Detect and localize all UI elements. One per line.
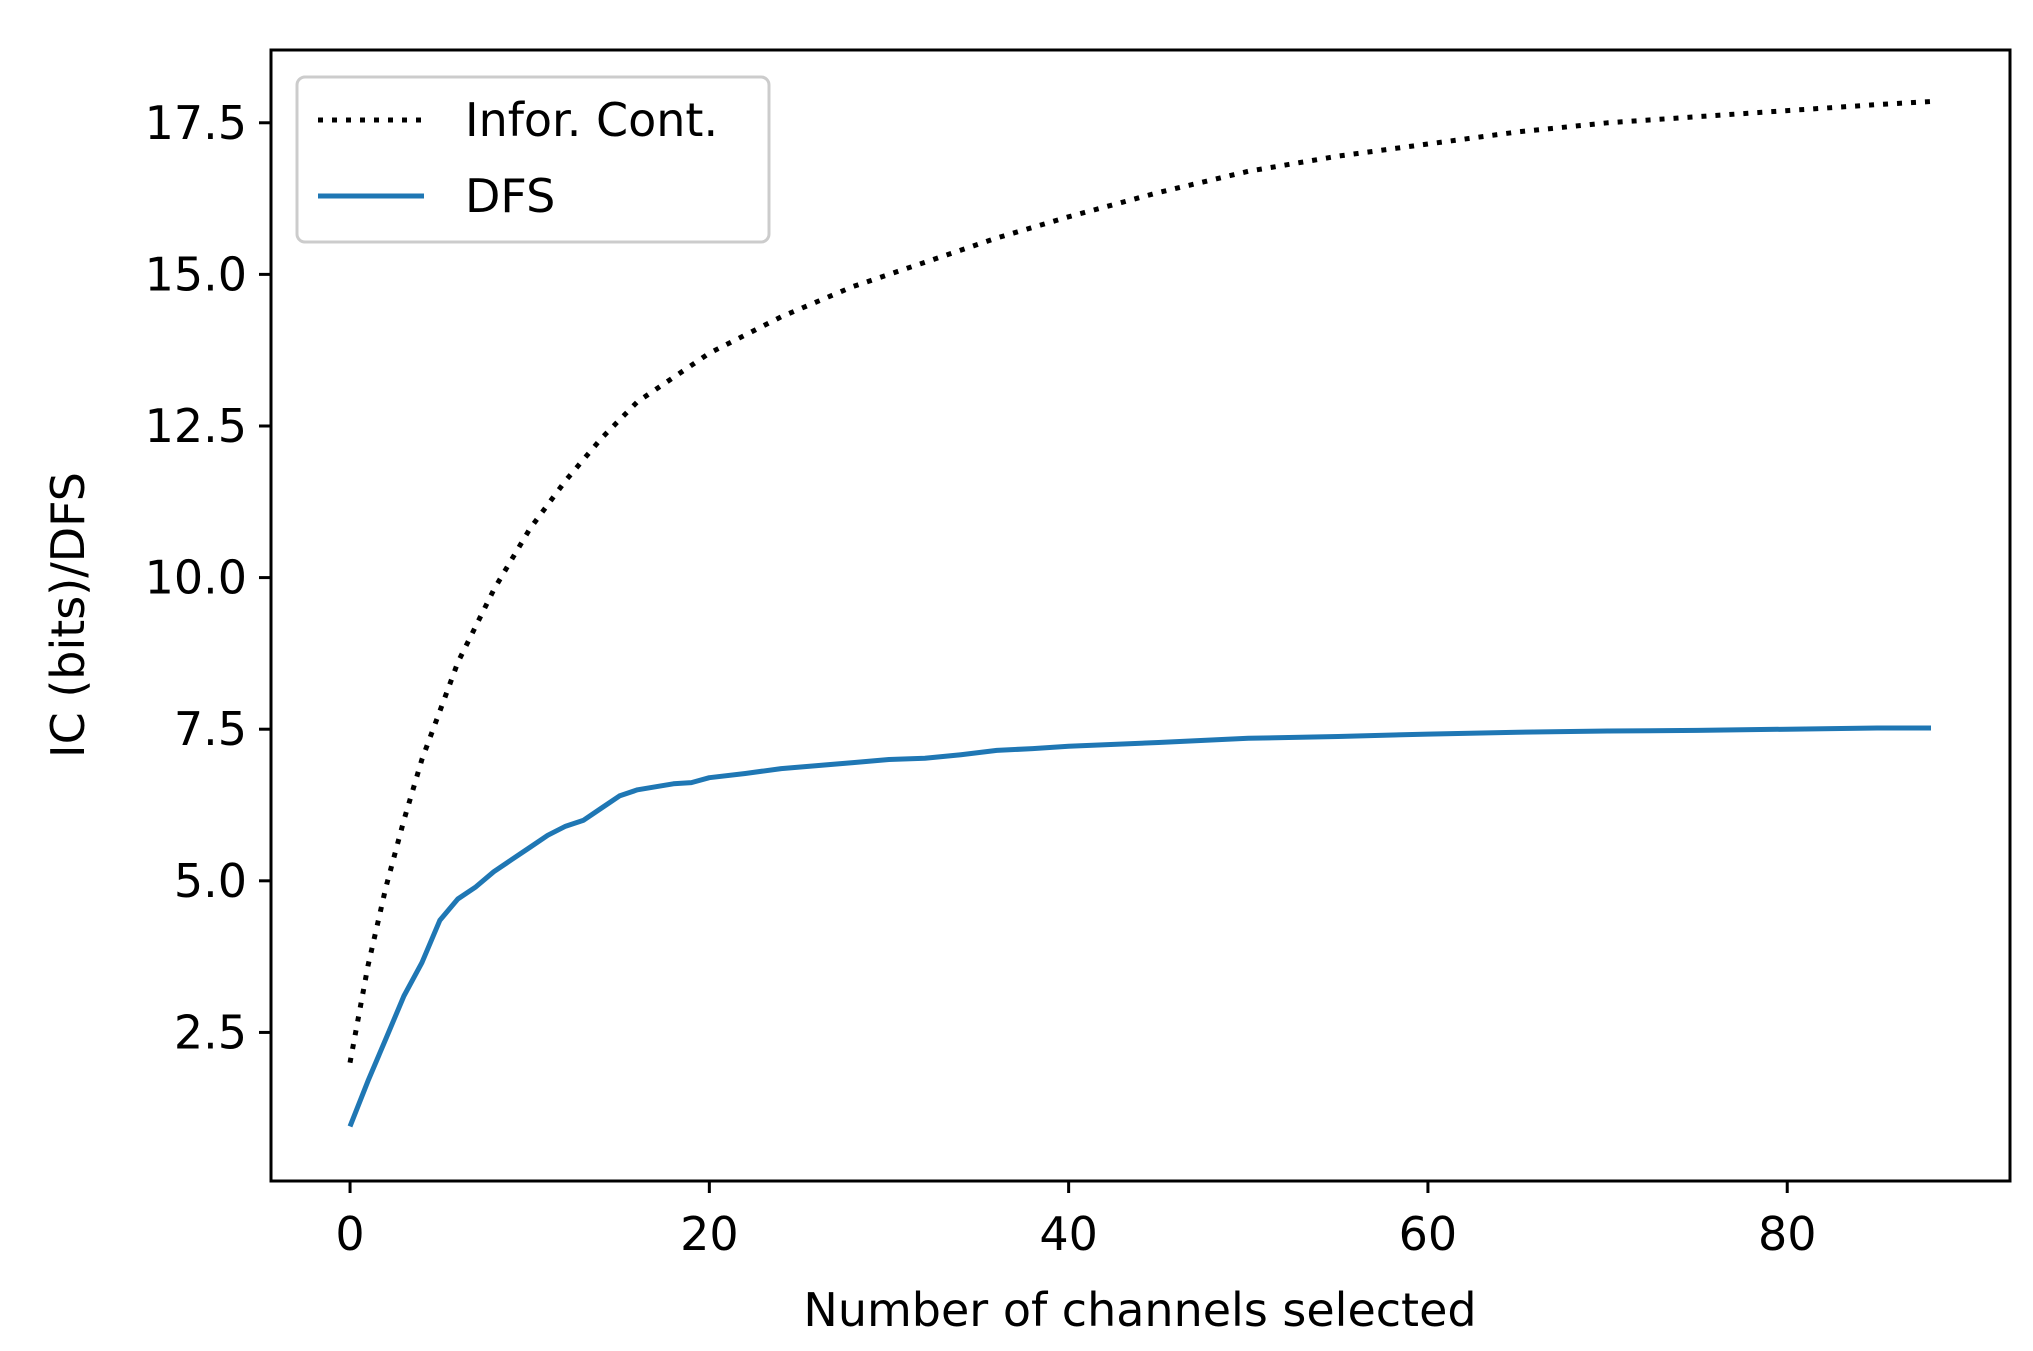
y-axis-ticks: 2.5 5.0 7.5 10.0 12.5 15.0 17.5 (145, 96, 271, 1059)
x-tick-label: 80 (1758, 1207, 1817, 1261)
y-tick-label: 2.5 (174, 1005, 247, 1059)
series-layer (347, 99, 1932, 1128)
legend-label-dfs: DFS (465, 169, 555, 223)
legend-label-infor-cont: Infor. Cont. (465, 93, 718, 147)
x-tick-label: 0 (335, 1207, 364, 1261)
legend: Infor. Cont. DFS (295, 75, 771, 244)
x-tick-label: 20 (680, 1207, 739, 1261)
y-axis-label: IC (bits)/DFS (41, 472, 95, 758)
y-tick-label: 17.5 (145, 96, 247, 150)
x-axis-ticks: 0 20 40 60 80 (335, 1181, 1817, 1261)
x-axis-label: Number of channels selected (803, 1283, 1476, 1337)
y-tick-label: 15.0 (145, 247, 247, 301)
x-tick-label: 40 (1039, 1207, 1098, 1261)
y-tick-label: 10.0 (145, 551, 247, 605)
y-tick-label: 5.0 (174, 854, 247, 908)
y-tick-label: 7.5 (174, 702, 247, 756)
x-tick-label: 60 (1399, 1207, 1458, 1261)
y-tick-label: 12.5 (145, 399, 247, 453)
legend-box (295, 75, 771, 244)
series-line-dfs (347, 725, 1931, 1128)
plot-area-frame (269, 48, 2012, 1183)
